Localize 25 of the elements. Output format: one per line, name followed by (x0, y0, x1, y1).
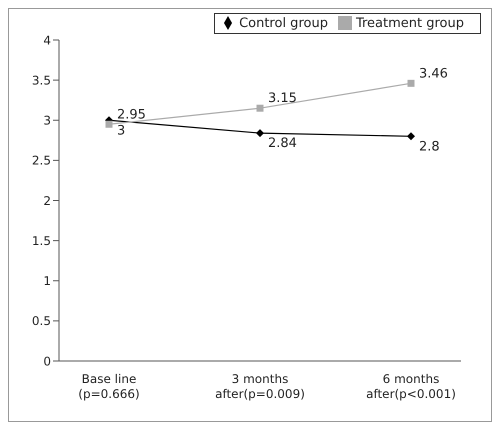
point (408, 80, 414, 87)
x-tick-label: 6 months after(p<0.001) (366, 372, 456, 401)
y-tick-label: 1.5 (32, 234, 51, 248)
y-tick-label: 1 (43, 274, 51, 288)
point (407, 132, 415, 140)
data-label: 3.15 (268, 91, 297, 106)
point (256, 104, 264, 112)
legend-label: Treatment group (356, 16, 464, 31)
data-label: 3.46 (419, 66, 448, 82)
data-label: 2.84 (268, 136, 297, 152)
x-tick-label: 3 months after(p=0.009) (215, 372, 305, 401)
y-tick-label: 2 (43, 194, 51, 208)
y-tick-label: 0.5 (32, 314, 51, 328)
y-tick-label: 3.5 (32, 73, 51, 88)
data-label: 2.8 (419, 139, 440, 154)
y-tick-label: 4 (43, 33, 51, 48)
point (256, 129, 264, 138)
y-tick-label: 0 (43, 354, 51, 368)
y-tick-label: 2.5 (32, 154, 51, 168)
point (106, 120, 112, 128)
y-tick-label: 3 (43, 114, 51, 128)
data-label: 2.95 (117, 107, 146, 122)
legend-label: Control group (239, 16, 328, 31)
data-label: 3 (117, 123, 126, 138)
x-tick-label: Base line (p=0.666) (78, 372, 140, 401)
